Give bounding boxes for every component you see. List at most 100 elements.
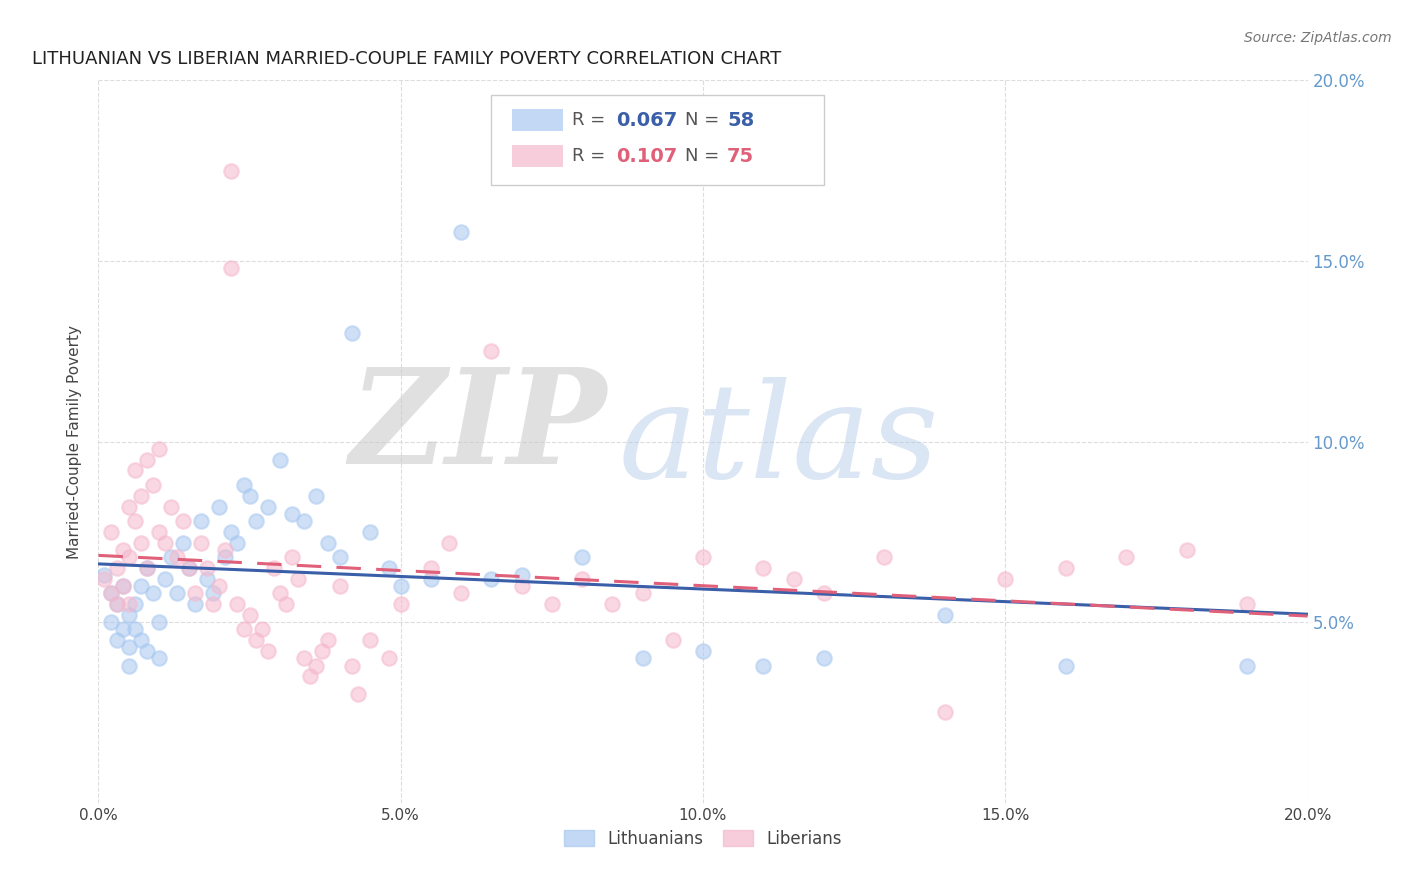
Text: 0.067: 0.067 bbox=[616, 111, 678, 129]
Point bbox=[221, 163, 243, 178]
Point bbox=[100, 524, 122, 539]
Point bbox=[540, 597, 562, 611]
Point bbox=[311, 644, 333, 658]
Point bbox=[129, 633, 152, 648]
Point bbox=[571, 572, 593, 586]
Point bbox=[166, 550, 188, 565]
Point bbox=[1054, 561, 1077, 575]
Point bbox=[783, 572, 806, 586]
Point bbox=[172, 514, 194, 528]
Point bbox=[166, 586, 188, 600]
Point bbox=[129, 535, 152, 549]
FancyBboxPatch shape bbox=[512, 109, 562, 131]
Point bbox=[256, 500, 278, 514]
Point bbox=[232, 478, 254, 492]
Point bbox=[195, 572, 218, 586]
Point bbox=[232, 623, 254, 637]
Point bbox=[208, 500, 231, 514]
Text: LITHUANIAN VS LIBERIAN MARRIED-COUPLE FAMILY POVERTY CORRELATION CHART: LITHUANIAN VS LIBERIAN MARRIED-COUPLE FA… bbox=[32, 50, 782, 68]
Text: ZIP: ZIP bbox=[349, 362, 606, 491]
FancyBboxPatch shape bbox=[512, 145, 562, 167]
Point bbox=[135, 561, 157, 575]
Point bbox=[631, 586, 654, 600]
Point bbox=[450, 225, 472, 239]
Point bbox=[129, 489, 152, 503]
Point bbox=[342, 326, 364, 340]
Point bbox=[135, 561, 157, 575]
Point bbox=[111, 579, 134, 593]
Point bbox=[100, 615, 122, 630]
Point bbox=[377, 651, 399, 665]
Point bbox=[148, 651, 170, 665]
Point bbox=[281, 550, 304, 565]
Point bbox=[269, 452, 291, 467]
Point bbox=[316, 633, 339, 648]
Point bbox=[221, 261, 243, 276]
Point bbox=[214, 550, 236, 565]
Point bbox=[250, 623, 273, 637]
Point bbox=[195, 561, 218, 575]
Point bbox=[135, 452, 157, 467]
Point bbox=[437, 535, 460, 549]
Point bbox=[510, 579, 533, 593]
Point bbox=[148, 615, 170, 630]
Point bbox=[245, 633, 267, 648]
Point bbox=[510, 568, 533, 582]
Point bbox=[153, 535, 176, 549]
Point bbox=[269, 586, 291, 600]
Point bbox=[118, 640, 141, 655]
Text: Source: ZipAtlas.com: Source: ZipAtlas.com bbox=[1244, 31, 1392, 45]
Text: R =: R = bbox=[572, 111, 606, 129]
Point bbox=[481, 572, 503, 586]
Point bbox=[1175, 542, 1198, 557]
Point bbox=[1236, 597, 1258, 611]
Text: atlas: atlas bbox=[619, 377, 939, 506]
Point bbox=[347, 687, 370, 701]
Point bbox=[124, 623, 146, 637]
Point bbox=[179, 561, 201, 575]
Point bbox=[142, 586, 165, 600]
Point bbox=[129, 579, 152, 593]
Point bbox=[135, 644, 157, 658]
Point bbox=[360, 524, 382, 539]
Point bbox=[420, 572, 443, 586]
Point bbox=[245, 514, 267, 528]
Point bbox=[1115, 550, 1137, 565]
Point bbox=[752, 561, 775, 575]
Y-axis label: Married-Couple Family Poverty: Married-Couple Family Poverty bbox=[67, 325, 83, 558]
Point bbox=[93, 572, 115, 586]
Point bbox=[148, 442, 170, 456]
Point bbox=[172, 535, 194, 549]
Point bbox=[142, 478, 165, 492]
Point bbox=[481, 344, 503, 359]
Point bbox=[342, 658, 364, 673]
Point bbox=[190, 535, 212, 549]
Point bbox=[208, 579, 231, 593]
Point bbox=[934, 607, 956, 622]
FancyBboxPatch shape bbox=[492, 95, 824, 185]
Point bbox=[100, 586, 122, 600]
Point bbox=[329, 550, 352, 565]
Point bbox=[153, 572, 176, 586]
Point bbox=[292, 514, 315, 528]
Point bbox=[389, 597, 412, 611]
Point bbox=[118, 500, 141, 514]
Point bbox=[105, 633, 128, 648]
Point bbox=[118, 658, 141, 673]
Point bbox=[692, 644, 714, 658]
Point bbox=[124, 514, 146, 528]
Point bbox=[226, 597, 249, 611]
Point bbox=[305, 658, 328, 673]
Point bbox=[571, 550, 593, 565]
Point bbox=[214, 542, 236, 557]
Point bbox=[316, 535, 339, 549]
Point bbox=[813, 651, 835, 665]
Text: 75: 75 bbox=[727, 146, 754, 166]
Point bbox=[202, 586, 225, 600]
Point bbox=[105, 597, 128, 611]
Point bbox=[377, 561, 399, 575]
Point bbox=[190, 514, 212, 528]
Text: 0.107: 0.107 bbox=[616, 146, 678, 166]
Point bbox=[118, 550, 141, 565]
Point bbox=[111, 623, 134, 637]
